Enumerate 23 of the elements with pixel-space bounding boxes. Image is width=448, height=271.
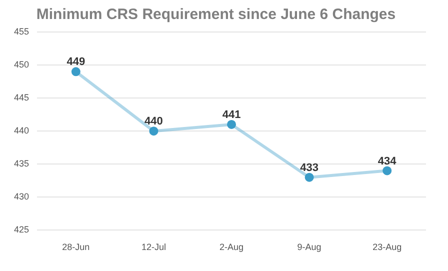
x-tick-label: 28-Jun <box>62 242 90 252</box>
point <box>304 172 314 182</box>
x-tick-label: 2-Aug <box>219 242 244 252</box>
data-label: 433 <box>300 162 318 174</box>
data-label: 441 <box>222 109 241 122</box>
data-label: 449 <box>66 56 86 68</box>
point <box>71 67 80 76</box>
x-tick-label: 23-Aug <box>372 242 402 252</box>
y-tick-label: 440 <box>14 126 30 136</box>
y-tick-label: 430 <box>14 192 30 202</box>
point <box>382 166 392 176</box>
x-tick-label: 9-Aug <box>297 242 322 252</box>
data-label: 434 <box>378 155 398 168</box>
chart-title: Minimum CRS Requirement since June 6 Changes <box>36 6 396 24</box>
point <box>227 120 236 129</box>
y-tick-label: 455 <box>14 26 30 36</box>
y-tick-label: 435 <box>14 158 30 169</box>
x-tick-label: 12-Jul <box>141 242 166 252</box>
y-tick-label: 445 <box>14 92 30 103</box>
point <box>149 126 158 136</box>
y-tick-label: 450 <box>14 60 30 70</box>
y-tick-label: 425 <box>14 224 30 235</box>
data-label: 440 <box>144 116 163 128</box>
